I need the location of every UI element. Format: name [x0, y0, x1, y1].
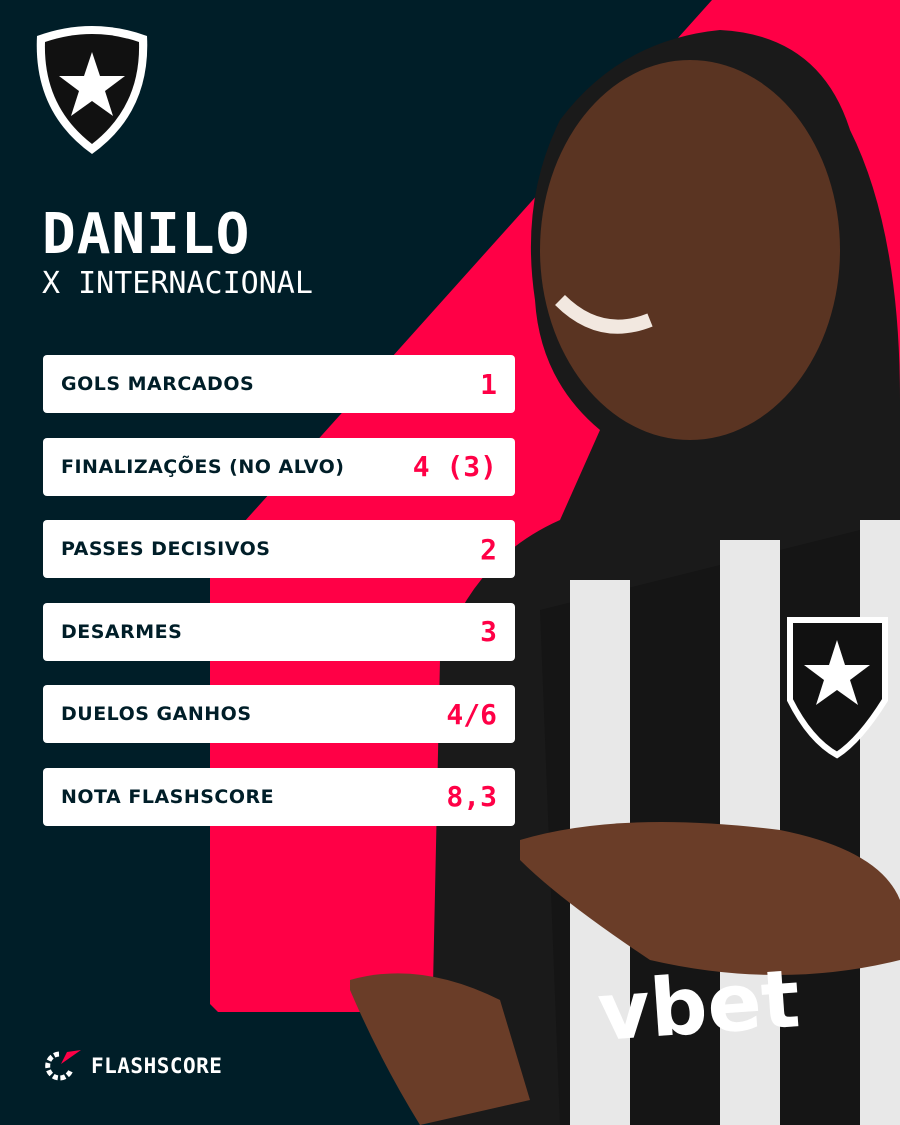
player-photo: vbet [350, 30, 900, 1125]
stat-row-tackles: DESARMES 3 [43, 602, 515, 661]
player-name: DANILO [42, 202, 251, 267]
stat-row-key-passes: PASSES DECISIVOS 2 [43, 520, 515, 578]
stat-value: 1 [480, 367, 497, 401]
flashscore-logo-icon [45, 1050, 81, 1081]
stat-value: 8,3 [446, 780, 497, 813]
stat-label: DUELOS GANHOS [61, 703, 252, 725]
stat-label: DESARMES [61, 620, 183, 643]
stat-label: NOTA FLASHSCORE [61, 785, 275, 808]
stat-row-duels: DUELOS GANHOS 4/6 [43, 685, 515, 743]
svg-text:vbet: vbet [595, 952, 803, 1059]
stats-list: GOLS MARCADOS 1 FINALIZAÇÕES (NO ALVO) 4 (… [43, 355, 515, 850]
flashscore-brand: FLASHSCORE [43, 1048, 222, 1084]
botafogo-crest-icon [36, 26, 148, 154]
stat-label: GOLS MARCADOS [61, 373, 255, 395]
stat-row-shots: FINALIZAÇÕES (NO ALVO) 4 (3) [43, 437, 515, 496]
stat-value: 3 [480, 615, 497, 648]
stat-value: 4/6 [446, 697, 497, 731]
stat-value: 2 [480, 532, 497, 566]
stat-value: 4 (3) [412, 450, 497, 483]
stat-row-rating: NOTA FLASHSCORE 8,3 [43, 767, 515, 826]
stat-row-goals: GOLS MARCADOS 1 [43, 355, 515, 413]
stat-label: PASSES DECISIVOS [61, 538, 271, 560]
brand-name: FLASHSCORE [91, 1054, 223, 1078]
opponent-label: X INTERNACIONAL [42, 266, 313, 301]
stat-label: FINALIZAÇÕES (NO ALVO) [61, 455, 345, 478]
